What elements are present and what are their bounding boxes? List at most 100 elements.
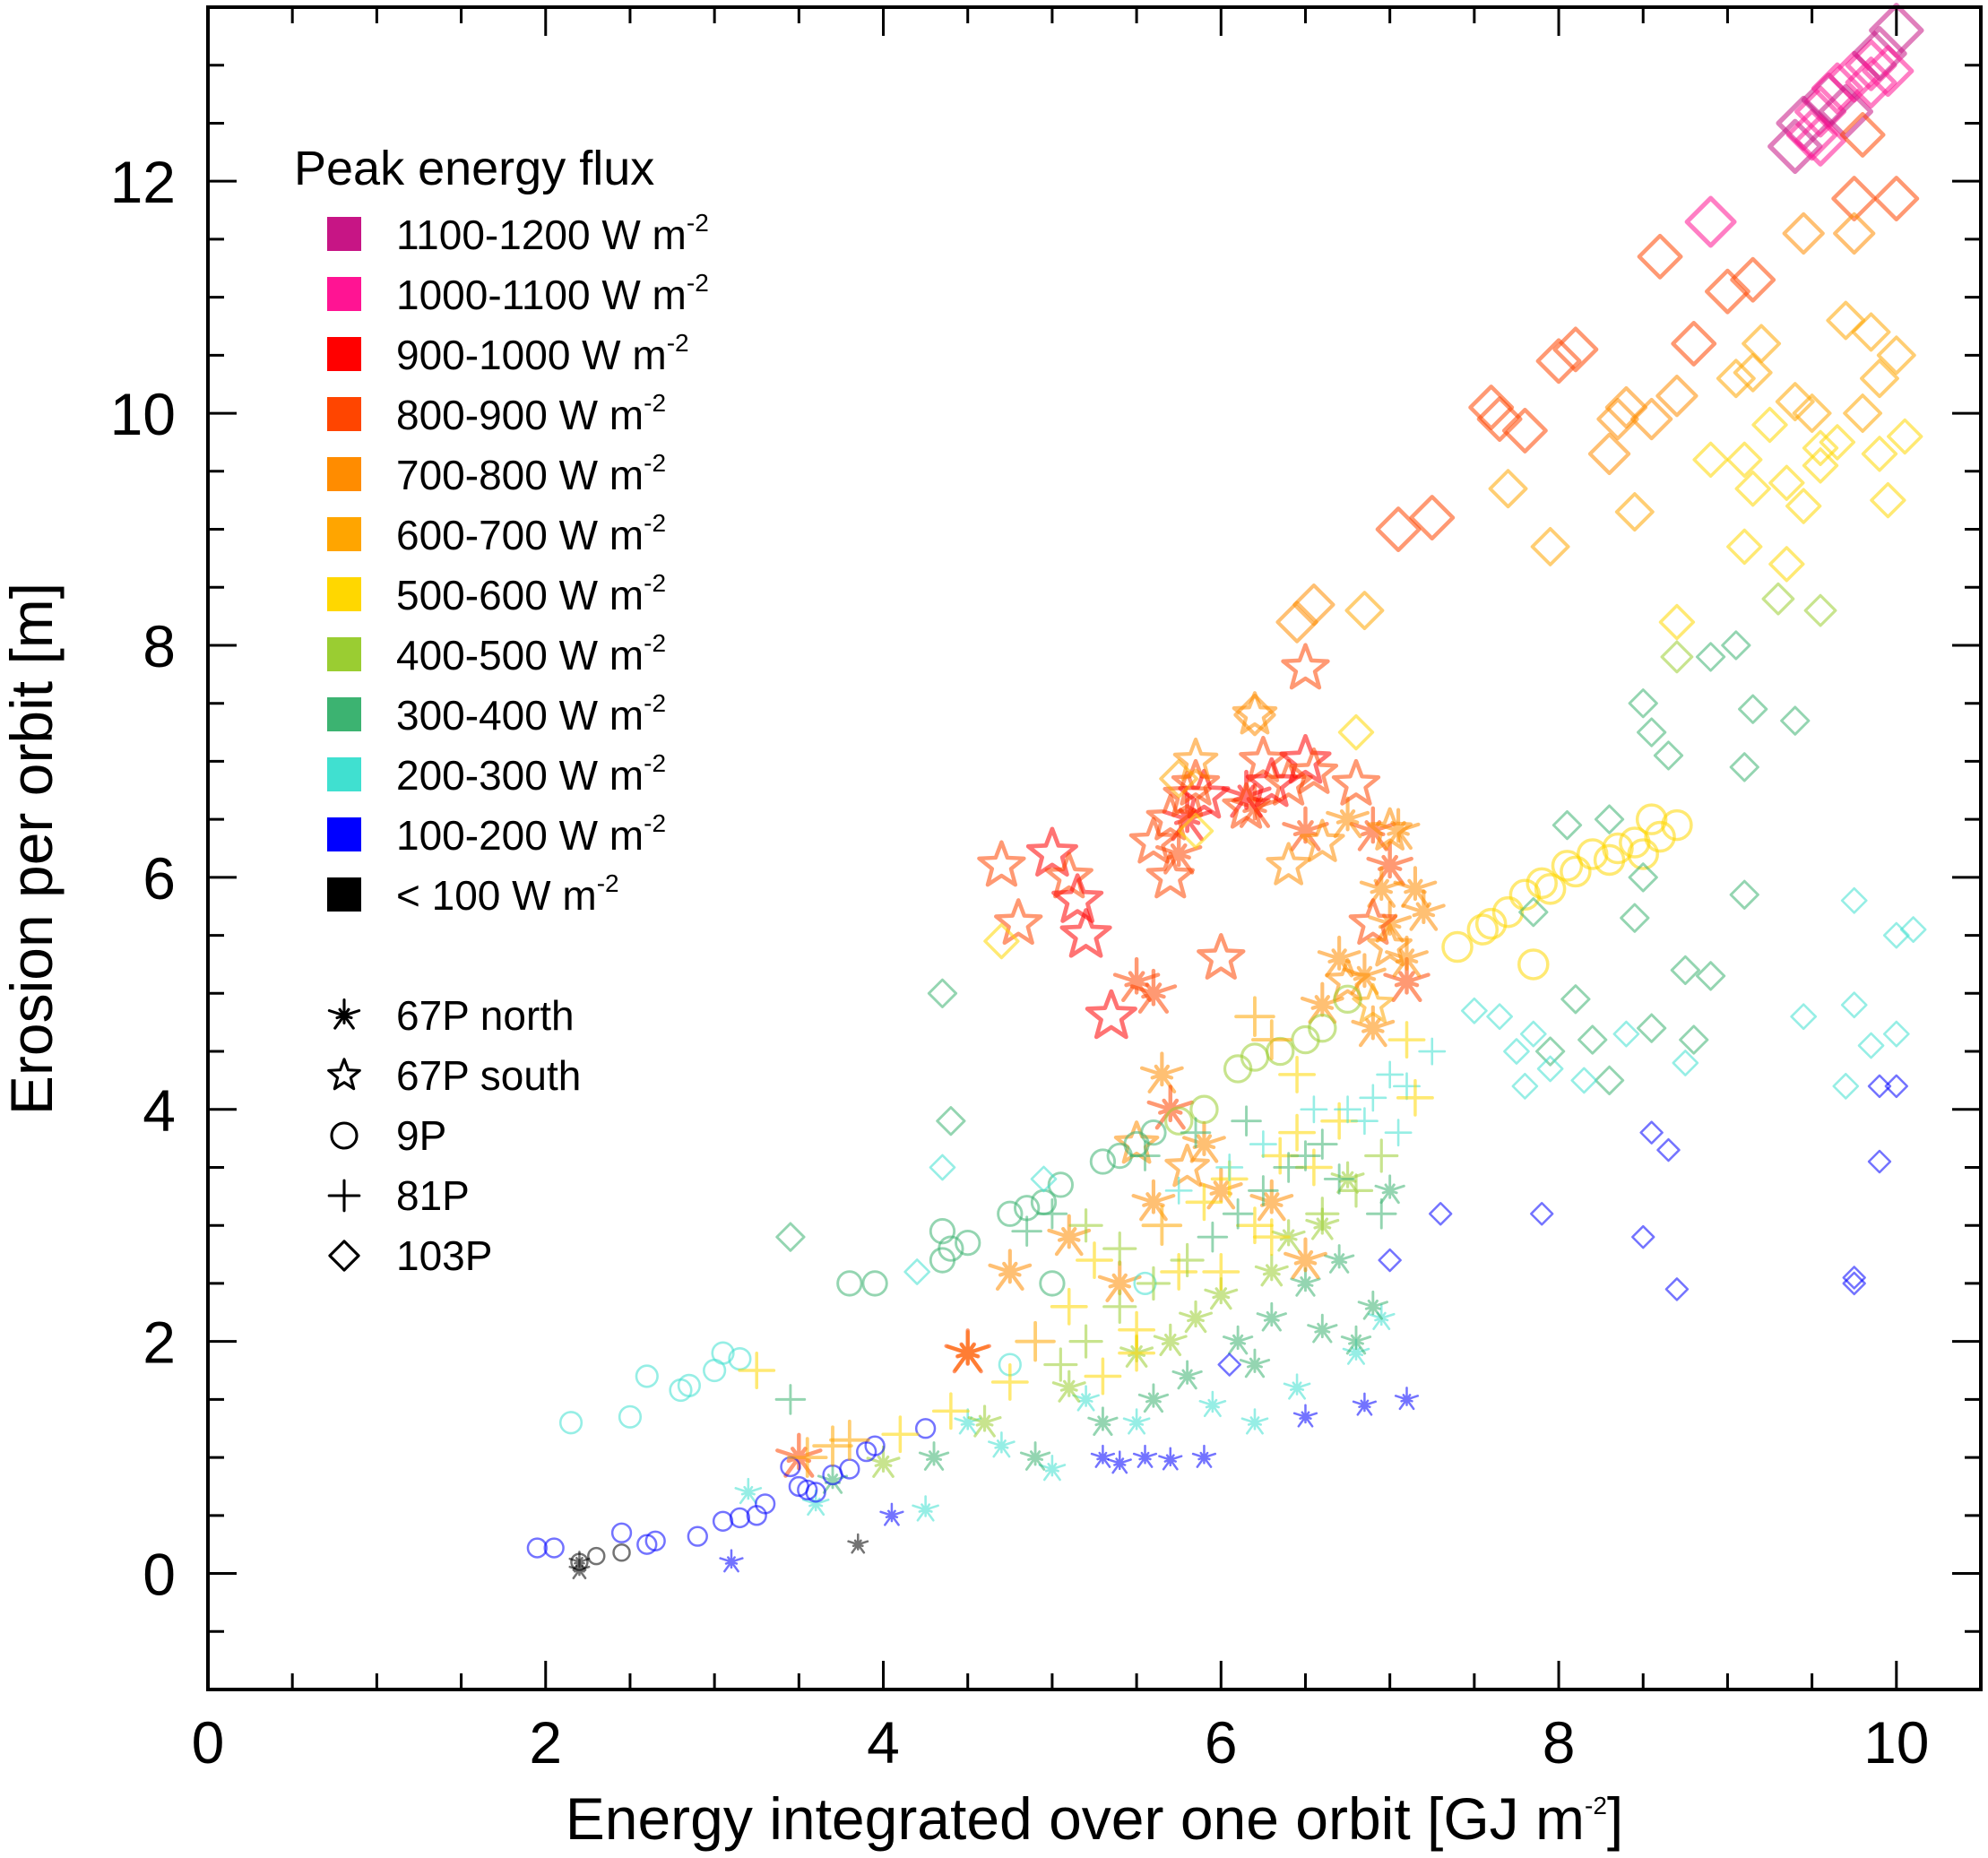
data-point-asterisk [1307,1313,1338,1344]
data-point-plus [1084,1357,1122,1396]
data-point-plus [786,1437,828,1478]
data-point-diamond [1637,1013,1667,1043]
data-point-diamond [1486,1003,1513,1031]
data-point-diamond [1177,812,1214,850]
legend-marker-label: 81P [396,1172,470,1219]
data-point-plus [1231,1105,1262,1136]
data-point-diamond [1460,997,1488,1024]
data-point-diamond [1882,1020,1910,1048]
data-point-diamond [1842,1271,1866,1296]
data-point-asterisk [1153,1323,1188,1357]
data-point-diamond [927,978,958,1008]
data-point-diamond [1628,688,1658,719]
data-point-diamond [1679,1024,1709,1055]
legend-label: 800-900 W m-2 [396,389,666,438]
data-point-asterisk [1146,1085,1195,1130]
data-point-diamond [1721,630,1751,661]
data-point-plus [1185,1183,1223,1222]
data-point-diamond [1159,758,1199,799]
data-point-diamond [1726,441,1763,479]
data-point-diamond [1716,359,1756,399]
legend-label: 400-500 W m-2 [396,629,666,678]
data-point-asterisk [1179,1300,1213,1334]
data-point-plus [1141,1205,1183,1247]
data-point-diamond [1730,256,1776,303]
data-point-diamond [1519,1020,1547,1048]
legend-label: 1000-1100 W m-2 [396,269,709,318]
data-point-circle [1491,895,1525,929]
legend-swatch [327,517,361,551]
color-legend-title: Peak energy flux [294,142,654,195]
data-point-circle [1474,907,1508,940]
data-point-plus [1278,1055,1317,1093]
data-point-diamond [1503,1038,1530,1065]
data-point-circle [1534,873,1567,905]
data-point-asterisk [967,1404,1002,1438]
data-point-diamond [1867,1074,1892,1099]
data-point-star [1172,737,1219,782]
data-point-asterisk [1131,1179,1176,1222]
data-point-diamond [1375,506,1422,552]
data-point-asterisk [1107,1450,1132,1474]
data-point-plus [1164,1176,1193,1205]
data-point-diamond [1873,176,1920,222]
data-point-diamond [1761,582,1795,616]
data-point-diamond [1337,713,1375,751]
data-point-diamond [1790,1003,1818,1031]
x-tick-label: 8 [1543,1709,1576,1776]
data-point-circle [997,1200,1024,1227]
data-marks [526,3,1927,1580]
data-point-plus [1197,1221,1229,1253]
data-point-plus [1043,1347,1078,1382]
data-point-star [1281,643,1330,690]
data-point-diamond [1775,382,1815,422]
data-point-asterisk [1222,1325,1254,1355]
data-point-plus [990,1363,1029,1401]
data-point-asterisk [879,1502,904,1526]
legend-swatch [327,277,361,311]
data-point-diamond [1628,862,1658,893]
data-point-circle [1308,1013,1337,1043]
data-point-asterisk [1351,1005,1396,1048]
data-point-circle [712,1510,734,1532]
data-point-circle [1526,867,1558,900]
data-point-diamond [1639,1120,1664,1145]
data-point-diamond [1860,359,1899,399]
data-point-plus [1387,1021,1426,1059]
legend-swatch [327,217,361,251]
data-point-plus [1249,1130,1277,1159]
data-point-diamond [1840,886,1868,914]
legend-marker-label: 103P [396,1232,492,1279]
data-point-diamond [1428,1202,1453,1226]
data-point-plus [774,1384,807,1415]
data-point-plus [1278,1113,1317,1152]
data-point-plus [1323,1163,1355,1195]
data-point-diamond [1468,385,1515,431]
data-point-asterisk [988,1431,1016,1458]
data-point-circle [929,1218,956,1245]
data-point-plus [1252,1218,1291,1257]
data-point-asterisk [1097,1260,1142,1303]
data-point-asterisk [1374,1174,1405,1205]
data-point-circle [1039,1270,1066,1297]
data-point-asterisk [1283,1373,1311,1400]
data-point-diamond [1884,1074,1909,1099]
data-point-diamond [1768,546,1805,583]
legend-swatch [327,817,361,851]
data-point-star [1197,932,1246,980]
data-point-asterisk [1198,1390,1227,1418]
data-point-diamond [1577,1024,1608,1055]
data-point-diamond [1794,114,1847,167]
data-point-diamond [1233,693,1276,737]
data-point-asterisk [1366,841,1413,886]
data-point-circle [543,1537,565,1559]
data-point-plus [1068,1208,1103,1243]
data-point-star [1059,908,1112,958]
legend-label: 500-600 W m-2 [396,569,666,618]
data-point-diamond [1870,481,1906,519]
data-point-asterisk [1191,1444,1217,1468]
data-point-circle [618,1404,643,1429]
data-point-asterisk [1129,968,1178,1014]
data-point-diamond [1840,991,1868,1019]
data-point-asterisk [988,1249,1033,1292]
